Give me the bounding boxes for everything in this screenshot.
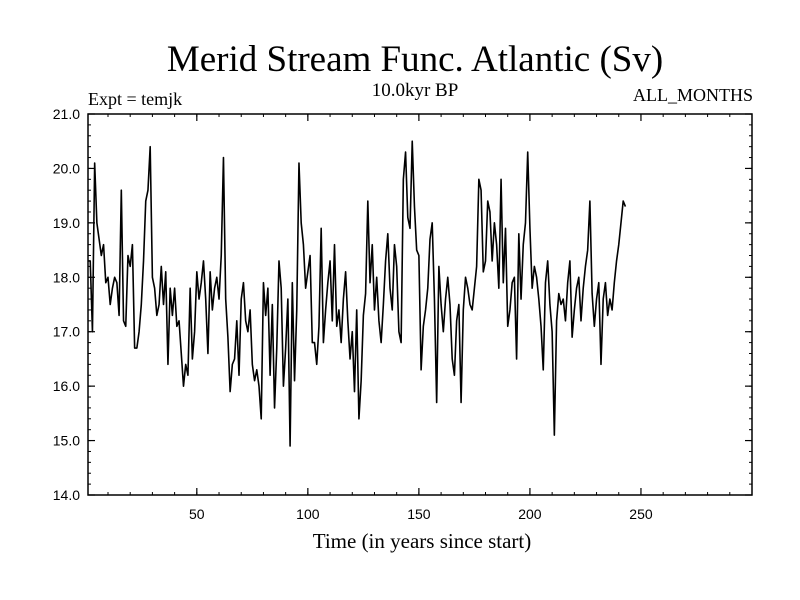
x-tick-label: 250 xyxy=(629,506,653,522)
x-tick-label: 100 xyxy=(296,506,320,522)
x-tick-label: 50 xyxy=(189,506,205,522)
y-tick-label: 18.0 xyxy=(53,269,80,285)
chart-subtitle: 10.0kyr BP xyxy=(371,80,459,101)
series-line xyxy=(88,140,627,447)
y-tick-label: 14.0 xyxy=(53,487,80,503)
y-tick-label: 20.0 xyxy=(53,160,80,176)
experiment-label: Expt = temjk xyxy=(88,89,183,109)
y-tick-label: 16.0 xyxy=(53,378,80,394)
y-tick-label: 15.0 xyxy=(53,433,80,449)
y-tick-label: 17.0 xyxy=(53,324,80,340)
chart-title: Merid Stream Func. Atlantic (Sv) xyxy=(166,39,664,80)
months-label: ALL_MONTHS xyxy=(633,85,753,105)
x-axis-label: Time (in years since start) xyxy=(312,529,532,553)
y-tick-label: 19.0 xyxy=(53,215,80,231)
plot-frame xyxy=(87,113,753,496)
x-tick-label: 200 xyxy=(518,506,542,522)
y-tick-label: 21.0 xyxy=(53,106,80,122)
x-tick-label: 150 xyxy=(407,506,431,522)
